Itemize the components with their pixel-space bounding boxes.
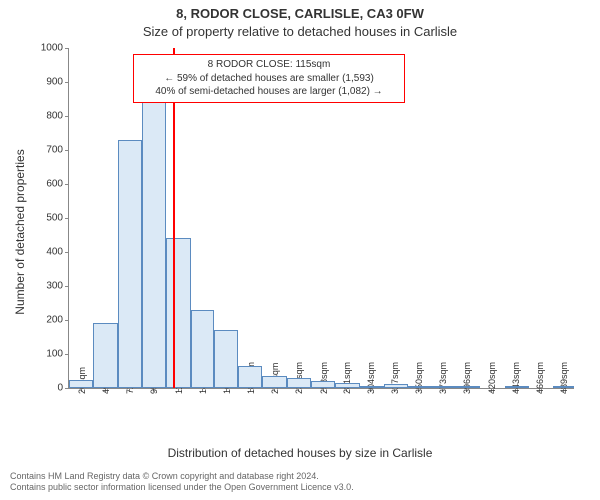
y-tick-mark xyxy=(65,184,69,185)
attribution-footer: Contains HM Land Registry data © Crown c… xyxy=(10,471,354,494)
y-axis-label: Number of detached properties xyxy=(13,82,27,382)
histogram-bar xyxy=(384,384,408,388)
y-tick-label: 200 xyxy=(23,315,69,326)
histogram-bar xyxy=(457,386,481,388)
x-tick-label: 350sqm xyxy=(414,362,424,394)
histogram-bar xyxy=(69,380,93,389)
histogram-bar xyxy=(408,386,433,388)
histogram-bar xyxy=(360,386,384,388)
histogram-bar xyxy=(118,140,142,388)
y-tick-label: 500 xyxy=(23,213,69,224)
page-address-title: 8, RODOR CLOSE, CARLISLE, CA3 0FW xyxy=(0,6,600,21)
histogram-bar xyxy=(142,102,166,388)
y-tick-mark xyxy=(65,320,69,321)
y-tick-mark xyxy=(65,218,69,219)
histogram-bar xyxy=(214,330,238,388)
y-tick-mark xyxy=(65,252,69,253)
y-tick-label: 100 xyxy=(23,349,69,360)
y-tick-label: 600 xyxy=(23,179,69,190)
y-tick-mark xyxy=(65,354,69,355)
histogram-bar xyxy=(433,386,457,388)
histogram-bar xyxy=(93,323,118,388)
y-tick-label: 1000 xyxy=(23,43,69,54)
y-tick-mark xyxy=(65,150,69,151)
x-tick-label: 258sqm xyxy=(319,362,329,394)
x-tick-label: 373sqm xyxy=(438,362,448,394)
y-tick-mark xyxy=(65,388,69,389)
footer-line-1: Contains HM Land Registry data © Crown c… xyxy=(10,471,354,483)
histogram-bar xyxy=(505,386,529,388)
histogram-plot: 0100200300400500600700800900100026sqm49s… xyxy=(68,48,574,389)
x-tick-label: 466sqm xyxy=(535,362,545,394)
annotation-line-1: 8 RODOR CLOSE: 115sqm xyxy=(140,58,398,72)
histogram-bar xyxy=(553,386,574,388)
histogram-bar xyxy=(262,376,287,388)
y-tick-label: 0 xyxy=(23,383,69,394)
annotation-line-3: 40% of semi-detached houses are larger (… xyxy=(140,85,398,99)
y-tick-mark xyxy=(65,286,69,287)
histogram-bar xyxy=(287,378,311,388)
x-tick-label: 281sqm xyxy=(342,362,352,394)
x-tick-label: 443sqm xyxy=(511,362,521,394)
x-tick-label: 327sqm xyxy=(390,362,400,394)
page-subtitle: Size of property relative to detached ho… xyxy=(0,24,600,39)
y-tick-mark xyxy=(65,116,69,117)
y-tick-mark xyxy=(65,82,69,83)
y-tick-label: 700 xyxy=(23,145,69,156)
histogram-bar xyxy=(191,310,215,388)
x-tick-label: 489sqm xyxy=(559,362,569,394)
y-tick-label: 300 xyxy=(23,281,69,292)
footer-line-2: Contains public sector information licen… xyxy=(10,482,354,494)
y-tick-label: 900 xyxy=(23,77,69,88)
y-tick-mark xyxy=(65,48,69,49)
histogram-bar xyxy=(166,238,191,388)
y-tick-label: 800 xyxy=(23,111,69,122)
y-tick-label: 400 xyxy=(23,247,69,258)
annotation-box: 8 RODOR CLOSE: 115sqm← 59% of detached h… xyxy=(133,54,405,103)
histogram-bar xyxy=(238,366,262,388)
x-tick-label: 304sqm xyxy=(366,362,376,394)
annotation-line-2: ← 59% of detached houses are smaller (1,… xyxy=(140,72,398,86)
x-tick-label: 396sqm xyxy=(462,362,472,394)
x-axis-label: Distribution of detached houses by size … xyxy=(0,446,600,460)
x-tick-label: 420sqm xyxy=(487,362,497,394)
histogram-bar xyxy=(335,383,360,388)
histogram-bar xyxy=(311,381,335,388)
